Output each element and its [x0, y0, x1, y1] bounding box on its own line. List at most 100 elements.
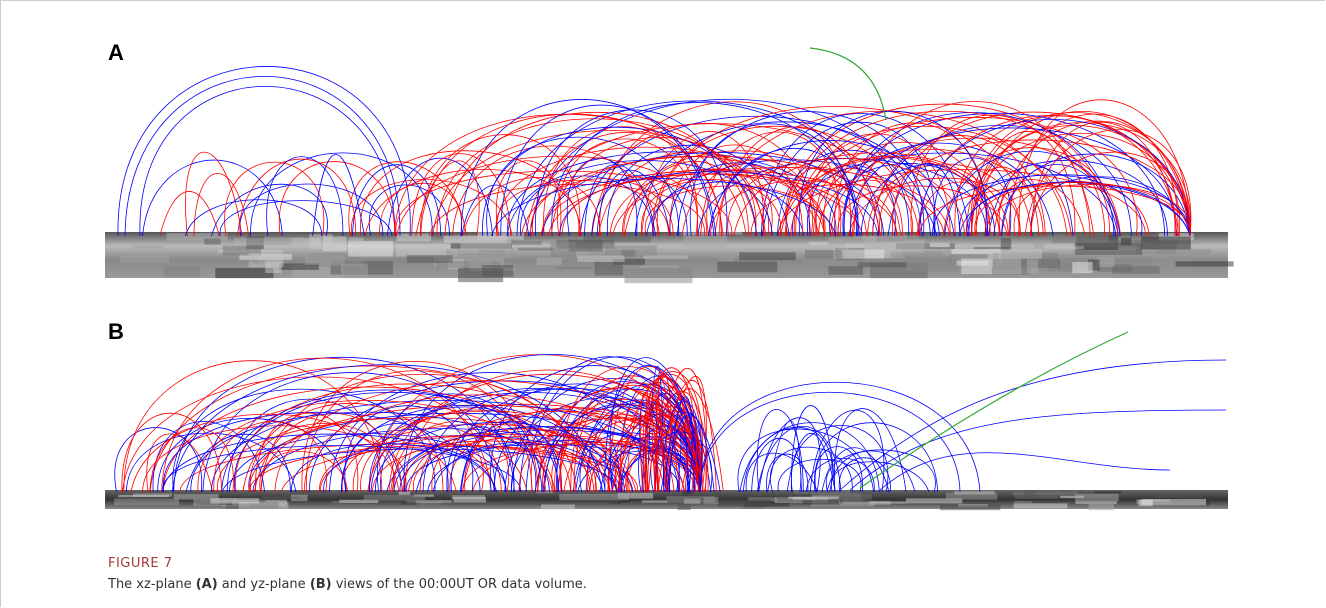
strip-texture: [518, 247, 554, 251]
strip-texture: [991, 267, 1032, 275]
field-line: [975, 111, 1191, 237]
field-line: [666, 414, 715, 493]
strip-texture: [305, 255, 345, 265]
strip-texture: [395, 243, 458, 257]
strip-texture: [1175, 261, 1234, 267]
field-line: [700, 131, 840, 237]
field-line: [814, 446, 863, 493]
field-line: [770, 446, 853, 493]
strip-texture: [293, 490, 332, 495]
strip-texture: [717, 261, 778, 273]
field-line: [617, 371, 703, 493]
field-line: [340, 423, 449, 493]
strip-texture: [248, 252, 284, 268]
strip-texture: [613, 258, 645, 265]
field-line: [543, 126, 698, 237]
field-line: [815, 168, 902, 237]
strip-texture: [939, 504, 1001, 511]
field-line: [117, 66, 411, 237]
strip-texture: [895, 243, 955, 250]
field-line: [520, 178, 674, 237]
field-line: [790, 425, 889, 493]
field-line: [662, 424, 690, 493]
strip-texture: [838, 247, 850, 252]
field-line: [966, 181, 1191, 237]
figure-number: FIGURE 7: [108, 556, 173, 571]
field-line: [462, 177, 600, 237]
field-line: [352, 164, 442, 237]
field-line: [758, 417, 821, 493]
strip-texture: [1074, 493, 1119, 502]
field-line: [750, 184, 945, 237]
strip-texture: [1155, 249, 1212, 255]
strip-texture: [703, 497, 719, 505]
field-line: [943, 147, 1121, 237]
field-line: [185, 151, 243, 237]
strip-texture: [955, 260, 989, 266]
strip-texture: [536, 257, 562, 266]
field-line: [496, 160, 562, 237]
field-line: [596, 169, 671, 237]
field-line: [142, 159, 283, 237]
field-line: [838, 457, 891, 493]
strip-texture: [309, 234, 333, 250]
field-line: [839, 359, 1227, 491]
strip-texture: [434, 255, 504, 267]
strip-texture: [1141, 236, 1191, 250]
strip-texture: [396, 233, 431, 242]
field-line: [916, 181, 1001, 237]
strip-texture: [739, 252, 796, 261]
field-line: [756, 409, 804, 493]
strip-texture: [398, 491, 411, 495]
field-line: [234, 392, 560, 493]
strip-texture: [974, 247, 1010, 250]
strip-texture: [511, 241, 542, 245]
strip-texture: [215, 268, 274, 279]
field-line: [831, 461, 930, 493]
field-line: [491, 178, 837, 237]
field-line: [689, 123, 857, 237]
field-line: [239, 183, 384, 237]
strip-texture: [291, 237, 321, 246]
strip-texture: [1013, 503, 1068, 509]
field-line: [255, 412, 359, 493]
strip-texture: [833, 249, 885, 259]
caption-text: and yz-plane: [217, 577, 310, 592]
field-line: [428, 183, 705, 237]
field-line: [825, 449, 936, 493]
strip-texture: [640, 265, 679, 268]
strip-texture: [811, 492, 862, 500]
strip-texture: [193, 498, 221, 507]
field-line: [420, 113, 722, 237]
field-line: [642, 376, 704, 493]
field-line: [638, 425, 695, 493]
field-line: [646, 367, 697, 493]
field-line: [813, 148, 1044, 237]
strip-texture: [354, 260, 366, 267]
strip-texture: [348, 237, 364, 244]
strip-texture: [774, 497, 828, 504]
strip-texture: [683, 233, 727, 248]
strip-texture: [339, 499, 379, 503]
field-line: [699, 392, 961, 493]
strip-texture: [1052, 234, 1109, 243]
strip-texture: [842, 501, 907, 504]
field-line: [360, 150, 582, 237]
strip-texture: [1088, 259, 1100, 271]
field-line: [1030, 121, 1178, 237]
field-line: [604, 365, 701, 493]
strip-texture: [1074, 239, 1143, 248]
field-line: [655, 393, 712, 493]
field-line: [742, 422, 880, 493]
strip-texture: [747, 497, 777, 501]
field-line: [842, 112, 1165, 237]
strip-texture: [435, 261, 501, 268]
caption-text: (A): [195, 577, 218, 592]
strip-texture: [862, 258, 890, 265]
strip-texture: [1096, 257, 1115, 267]
strip-texture: [1026, 259, 1039, 274]
strip-texture: [905, 256, 958, 272]
field-line: [849, 409, 1227, 491]
strip-texture: [540, 504, 575, 510]
